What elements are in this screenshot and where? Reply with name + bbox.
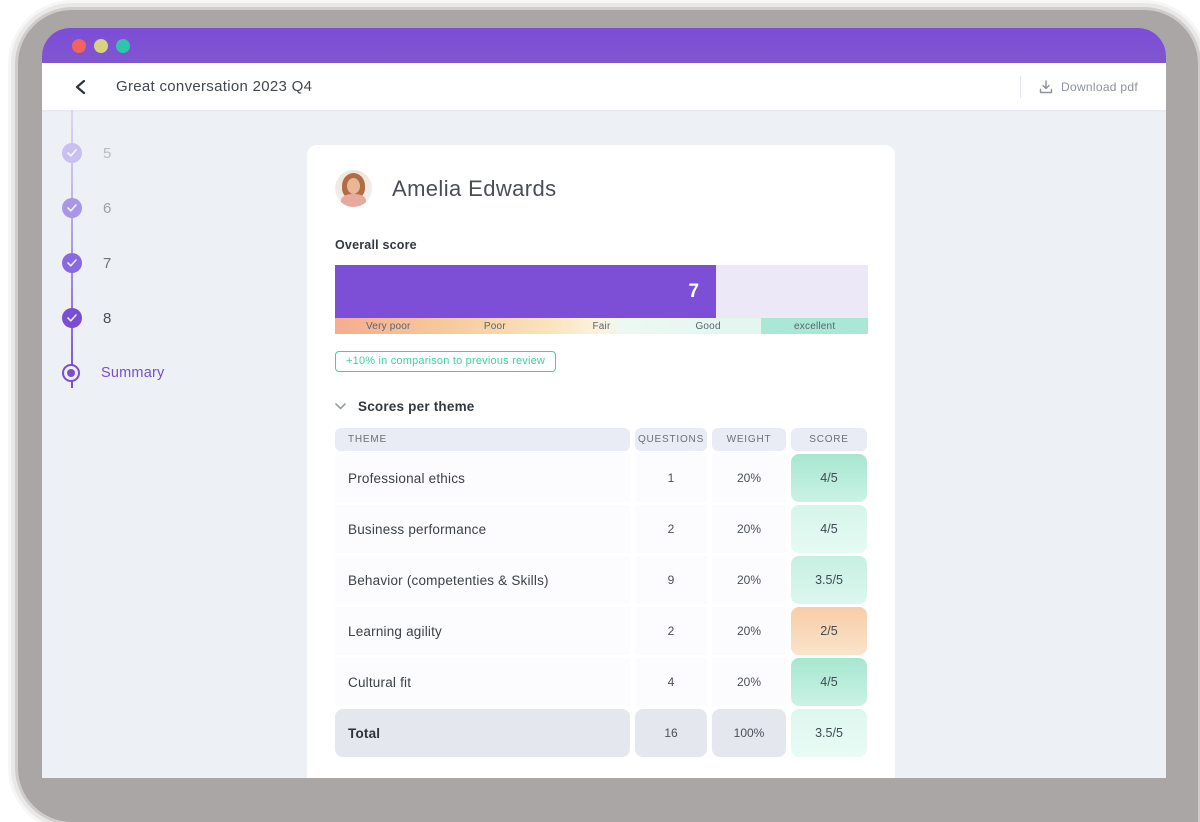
table-row-theme: Professional ethics: [335, 454, 630, 502]
table-row-questions: 2: [635, 505, 707, 553]
column-header-theme: THEME: [335, 428, 630, 451]
table-row-weight: 20%: [712, 607, 786, 655]
employee-avatar: [335, 170, 372, 207]
header-divider: [1020, 75, 1022, 98]
sidebar-step-7[interactable]: 7: [62, 253, 111, 273]
table-row-score-badge: 3.5/5: [791, 556, 867, 604]
comparison-badge: +10% in comparison to previous review: [335, 351, 557, 372]
device-frame: Great conversation 2023 Q4 Download pdf …: [18, 10, 1198, 822]
table-row-questions: 2: [635, 607, 707, 655]
review-stepper: 5 6 7 8 Summary: [42, 110, 272, 778]
table-row-theme: Learning agility: [335, 607, 630, 655]
step-label: 5: [103, 144, 112, 162]
completed-step-icon: [62, 198, 82, 218]
table-row-weight: 100%: [712, 709, 786, 757]
score-scale: Very poor Poor Fair Good excellent: [335, 318, 868, 334]
table-row-theme: Cultural fit: [335, 658, 630, 706]
scale-label-fair: Fair: [592, 320, 611, 332]
table-row-theme: Behavior (competenties & Skills): [335, 556, 630, 604]
table-row-score-badge: 4/5: [791, 454, 867, 502]
page-header: Great conversation 2023 Q4 Download pdf: [42, 63, 1166, 110]
table-row-score-badge: 2/5: [791, 607, 867, 655]
minimize-window-icon[interactable]: [94, 38, 108, 53]
table-row-score-badge: 3.5/5: [791, 709, 867, 757]
current-step-icon: [62, 364, 80, 382]
table-row-questions: 9: [635, 556, 707, 604]
sidebar-step-6[interactable]: 6: [62, 198, 111, 218]
employee-name: Amelia Edwards: [392, 175, 557, 201]
table-row-questions: 4: [635, 658, 707, 706]
completed-step-icon: [62, 143, 82, 163]
overall-score-label: Overall score: [335, 238, 417, 252]
download-pdf-label: Download pdf: [1061, 79, 1138, 94]
current-step-dot: [67, 369, 75, 377]
stepper-line: [71, 110, 73, 388]
scores-section-toggle[interactable]: Scores per theme: [335, 399, 868, 414]
column-header-weight: WEIGHT: [712, 428, 786, 451]
step-label: Summary: [101, 365, 165, 381]
download-icon: [1039, 79, 1053, 93]
step-label: 7: [103, 254, 112, 272]
table-row-questions: 1: [635, 454, 707, 502]
summary-card: Amelia Edwards Overall score 7 Very poor…: [307, 145, 895, 778]
employee-row: Amelia Edwards: [335, 170, 868, 207]
table-row-questions: 16: [635, 709, 707, 757]
app-window: Great conversation 2023 Q4 Download pdf …: [42, 28, 1166, 778]
table-row-weight: 20%: [712, 556, 786, 604]
step-label: 6: [103, 199, 112, 217]
column-header-score: SCORE: [791, 428, 867, 451]
scale-label-very-poor: Very poor: [365, 320, 411, 332]
sidebar-step-5[interactable]: 5: [62, 143, 111, 163]
scores-table: THEME QUESTIONS WEIGHT SCORE Professional et…: [335, 428, 870, 757]
table-row-weight: 20%: [712, 658, 786, 706]
chevron-down-icon: [335, 403, 346, 410]
traffic-lights: [72, 38, 130, 53]
step-label: 8: [103, 309, 112, 327]
content-area: 5 6 7 8 Summary Amelia Edwards Overall score…: [42, 110, 1166, 778]
maximize-window-icon[interactable]: [116, 38, 130, 53]
table-row-theme: Total: [335, 709, 630, 757]
page-title: Great conversation 2023 Q4: [116, 78, 313, 95]
window-titlebar: [42, 28, 1166, 63]
close-window-icon[interactable]: [72, 38, 86, 53]
download-pdf-button[interactable]: Download pdf: [1039, 80, 1138, 94]
completed-step-icon: [62, 308, 82, 328]
table-row-theme: Business performance: [335, 505, 630, 553]
sidebar-step-summary[interactable]: Summary: [62, 364, 164, 382]
scale-label-excellent: excellent: [761, 318, 868, 334]
table-row-score-badge: 4/5: [791, 505, 867, 553]
back-button[interactable]: [70, 76, 92, 98]
sidebar-step-8[interactable]: 8: [62, 308, 111, 328]
score-track: 7: [335, 265, 868, 318]
score-value: 7: [688, 280, 700, 302]
column-header-questions: QUESTIONS: [635, 428, 707, 451]
table-row-weight: 20%: [712, 505, 786, 553]
scale-label-good: Good: [695, 320, 721, 332]
completed-step-icon: [62, 253, 82, 273]
chevron-left-icon: [75, 79, 86, 94]
table-row-weight: 20%: [712, 454, 786, 502]
table-row-score-badge: 4/5: [791, 658, 867, 706]
scores-section-title: Scores per theme: [358, 399, 475, 414]
overall-score-bar: 7 Very poor Poor Fair Good excellent: [335, 265, 868, 334]
scale-label-poor: Poor: [483, 320, 506, 332]
score-fill: 7: [335, 265, 717, 318]
